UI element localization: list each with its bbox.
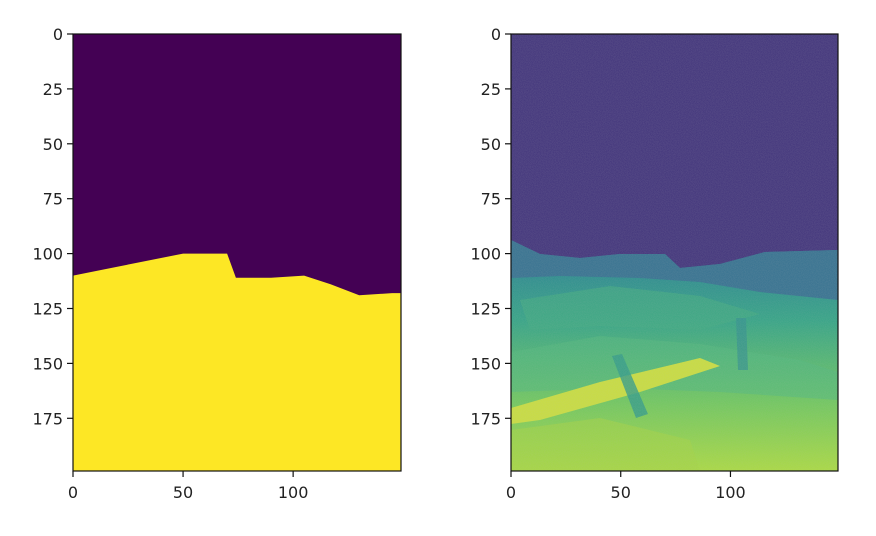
- x-tick-label: 50: [173, 483, 193, 502]
- y-tick-label: 175: [470, 409, 501, 428]
- y-tick-label: 0: [491, 25, 501, 44]
- x-tick-label: 0: [68, 483, 78, 502]
- x-tick-label: 100: [715, 483, 746, 502]
- y-tick-label: 150: [470, 354, 501, 373]
- y-tick-label: 50: [481, 135, 501, 154]
- depth-noise-overlay: [511, 34, 838, 471]
- y-tick-label: 0: [53, 25, 63, 44]
- y-ticks-right: 0 25 50 75 100 125 150 175: [470, 25, 511, 428]
- y-tick-label: 100: [32, 245, 63, 264]
- mask-foreground-region: [73, 253, 401, 471]
- x-tick-label: 0: [506, 483, 516, 502]
- y-tick-label: 25: [43, 80, 63, 99]
- y-ticks-left: 0 25 50 75 100 125 150 175: [32, 25, 73, 428]
- y-tick-label: 175: [32, 409, 63, 428]
- y-tick-label: 125: [470, 299, 501, 318]
- x-tick-label: 100: [278, 483, 309, 502]
- y-tick-label: 100: [470, 245, 501, 264]
- x-ticks-left: 0 50 100: [68, 471, 309, 502]
- y-tick-label: 50: [43, 135, 63, 154]
- y-tick-label: 25: [481, 80, 501, 99]
- y-tick-label: 125: [32, 299, 63, 318]
- axes-frame-right: [510, 33, 839, 472]
- x-ticks-right: 0 50 100: [506, 471, 746, 502]
- x-tick-label: 50: [611, 483, 631, 502]
- y-tick-label: 150: [32, 354, 63, 373]
- axes-frame-left: [72, 33, 402, 472]
- subplot-right: 0 25 50 75 100 125 150 175 0 50 100: [470, 25, 839, 502]
- subplot-left: 0 25 50 75 100 125 150 175 0 50 100: [32, 25, 402, 502]
- y-tick-label: 75: [43, 190, 63, 209]
- y-tick-label: 75: [481, 190, 501, 209]
